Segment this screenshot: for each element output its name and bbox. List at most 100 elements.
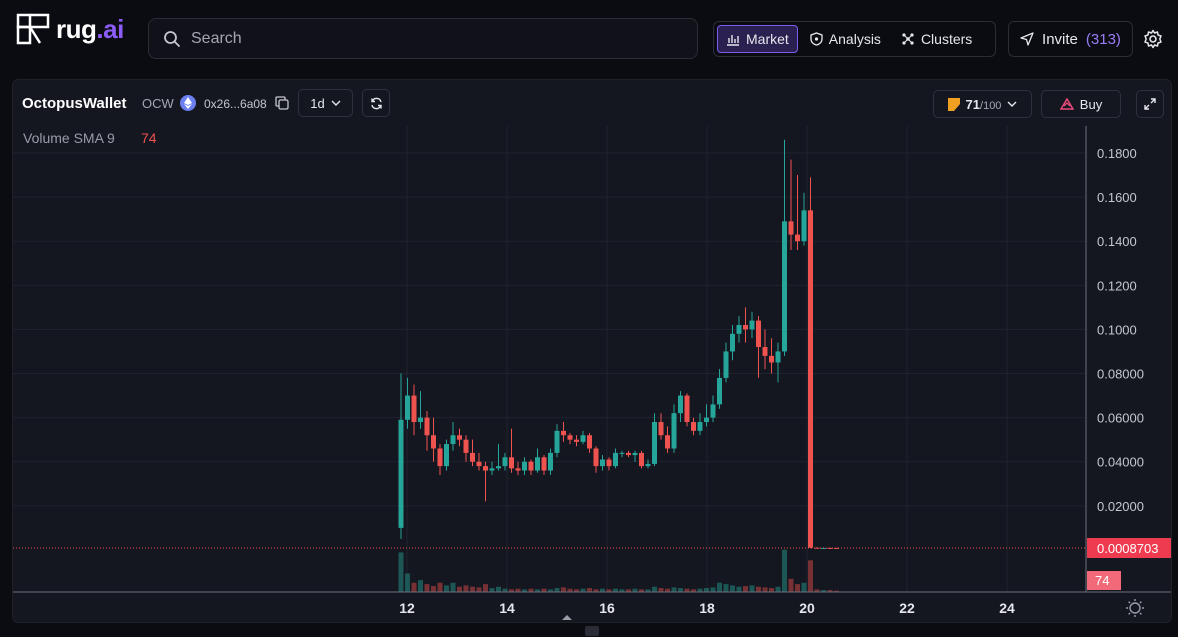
x-tick-label: 24: [999, 600, 1015, 616]
candle-body: [502, 457, 508, 467]
sun-icon[interactable]: [1126, 599, 1144, 617]
candle-body: [626, 452, 631, 456]
interval-value: 1d: [310, 95, 325, 111]
candle-body: [801, 210, 807, 242]
volume-bar: [411, 582, 417, 592]
tab-analysis-label: Analysis: [828, 31, 881, 47]
scroll-up-icon[interactable]: [562, 615, 572, 620]
candle-body: [587, 435, 592, 449]
chart-icon: [727, 35, 739, 46]
token-name: OctopusWallet: [22, 95, 127, 112]
candle-body: [548, 452, 553, 471]
volume-bar: [450, 582, 456, 592]
volume-bar: [606, 589, 612, 592]
x-tick-label: 14: [499, 600, 515, 616]
volume-bar: [496, 586, 501, 592]
candle-body: [470, 452, 475, 462]
score-badge-icon: [947, 97, 960, 111]
candle-body: [522, 461, 527, 471]
price-label-box: [1087, 538, 1171, 558]
volume-bars: [398, 549, 839, 592]
candle-body: [691, 422, 696, 431]
copy-icon[interactable]: [275, 96, 289, 110]
candle-body: [808, 210, 813, 548]
candle-body: [652, 422, 657, 464]
send-icon: [1020, 32, 1034, 46]
candle-body: [567, 435, 573, 440]
candle-body: [580, 435, 586, 442]
fullscreen-button[interactable]: [1136, 90, 1164, 118]
volume-bar: [684, 588, 690, 592]
price-label: 0.0008703: [1097, 541, 1158, 556]
candle-body: [697, 422, 703, 431]
volume-bar: [639, 589, 644, 592]
candle-body: [476, 461, 482, 467]
candle-body: [769, 355, 774, 363]
volume-bar: [827, 590, 833, 592]
candle-body: [561, 430, 566, 436]
candle-body: [788, 221, 794, 235]
volume-bar: [678, 588, 683, 592]
candle-body: [528, 461, 534, 471]
logo[interactable]: rug.ai: [16, 12, 124, 46]
chart-grid: [13, 126, 1086, 592]
y-tick-label: 0.1400: [1097, 234, 1137, 249]
volume-bar: [587, 588, 592, 592]
resize-handle[interactable]: [585, 626, 599, 636]
score-select[interactable]: 71/100: [933, 90, 1032, 118]
invite-count: (313): [1085, 30, 1121, 48]
y-tick-label: 0.02000: [1097, 499, 1144, 514]
token-address: 0x26...6a08: [204, 97, 267, 111]
volume-bar: [717, 582, 722, 592]
y-tick-label: 0.1000: [1097, 322, 1137, 337]
tab-market-label: Market: [746, 31, 789, 47]
volume-bar: [418, 580, 423, 592]
candle-body: [463, 439, 469, 453]
volume-bar: [567, 588, 573, 592]
candle-body: [678, 395, 683, 414]
tab-clusters[interactable]: Clusters: [893, 25, 980, 53]
candle-body: [736, 324, 742, 334]
candle-body: [418, 417, 423, 423]
volume-bar: [509, 589, 514, 592]
invite-button[interactable]: Invite (313): [1008, 21, 1133, 57]
chart-header: OctopusWallet OCW 0x26...6a08 1d 71/100: [13, 80, 1171, 126]
refresh-button[interactable]: [362, 89, 390, 117]
volume-bar: [697, 588, 703, 592]
volume-bar: [691, 589, 696, 592]
candle-body: [574, 439, 579, 442]
chevron-down-icon: [1007, 101, 1017, 107]
candle-body: [632, 452, 638, 456]
candle-body: [554, 430, 560, 453]
price-chart[interactable]: 0.1800 0.1600 0.1400 0.1200 0.1000 0.08000 0.0…: [13, 126, 1172, 623]
x-tick-label: 22: [899, 600, 915, 616]
indicator-value: 74: [141, 130, 157, 146]
search-input[interactable]: [191, 29, 671, 48]
interval-select[interactable]: 1d: [298, 89, 353, 117]
chevron-down-icon: [331, 100, 341, 106]
volume-bar: [522, 589, 527, 592]
volume-bar: [626, 589, 631, 592]
buy-label: Buy: [1079, 96, 1103, 112]
candle-body: [606, 459, 612, 467]
volume-bar: [749, 585, 755, 592]
top-bar: rug.ai Market Analysis: [0, 0, 1178, 70]
gear-icon[interactable]: [1143, 29, 1163, 49]
logo-text: rug.ai: [56, 13, 124, 44]
volume-bar: [502, 588, 508, 592]
volume-bar: [424, 584, 430, 592]
tab-analysis[interactable]: Analysis: [802, 25, 889, 53]
logo-mark-icon: [16, 13, 50, 45]
volume-bar: [619, 589, 625, 592]
buy-button[interactable]: Buy: [1041, 90, 1121, 118]
volume-bar: [632, 588, 638, 592]
volume-bar: [723, 584, 729, 592]
ethereum-icon: [180, 95, 196, 111]
search-box[interactable]: [148, 18, 698, 59]
indicator-label: Volume SMA 9: [23, 130, 115, 146]
x-tick-label: 20: [799, 600, 815, 616]
tab-market[interactable]: Market: [717, 25, 798, 53]
volume-bar: [405, 573, 410, 592]
candle-body: [658, 422, 664, 436]
y-tick-label: 0.06000: [1097, 411, 1144, 426]
